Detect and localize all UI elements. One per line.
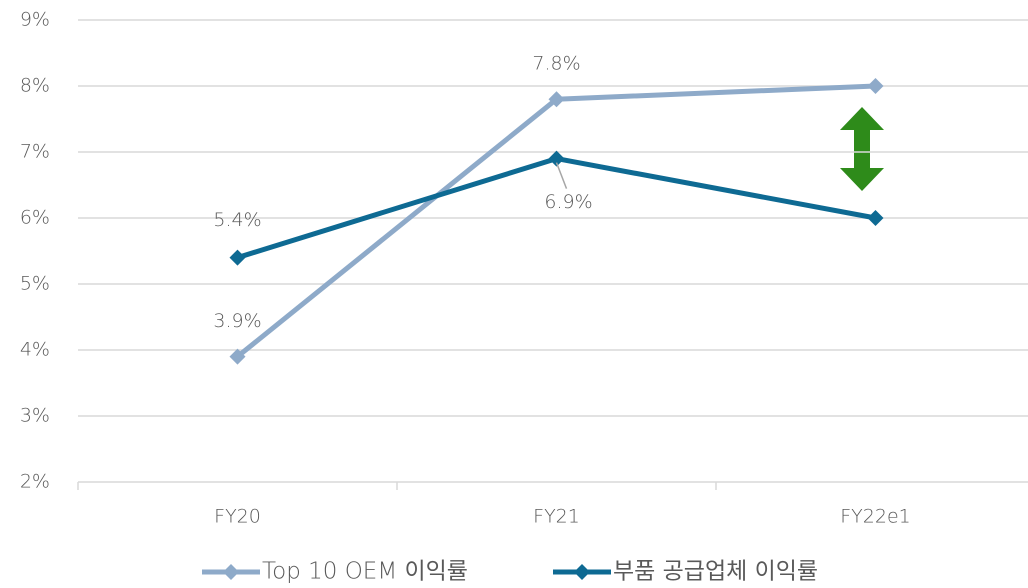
data-label: 7.8% [532, 53, 580, 75]
x-tick-label: FY20 [214, 506, 261, 528]
data-label: 3.9% [213, 310, 261, 332]
y-tick-label: 6% [20, 207, 50, 229]
legend-label: Top 10 OEM 이익률 [262, 559, 468, 585]
legend-label: 부품 공급업체 이익률 [613, 559, 818, 585]
y-tick-label: 5% [20, 273, 50, 295]
y-tick-label: 9% [20, 9, 50, 31]
x-tick-label: FY22e1 [840, 506, 911, 528]
data-label: 6.9% [544, 191, 592, 213]
y-tick-label: 2% [20, 471, 50, 493]
data-point [229, 249, 246, 266]
data-label: 5.4% [213, 209, 261, 231]
data-point [867, 210, 884, 226]
leader-line [555, 162, 568, 189]
y-tick-label: 7% [20, 141, 50, 163]
data-point [548, 91, 565, 108]
data-point [548, 150, 565, 167]
data-point [867, 78, 884, 94]
y-tick-label: 3% [20, 405, 50, 427]
gap-arrow [840, 107, 884, 191]
data-point [229, 348, 246, 365]
series-line [235, 83, 876, 359]
legend-marker [223, 564, 239, 580]
y-tick-label: 8% [20, 75, 50, 97]
legend-marker [574, 564, 590, 580]
y-tick-label: 4% [20, 339, 50, 361]
x-tick-label: FY21 [533, 506, 580, 528]
